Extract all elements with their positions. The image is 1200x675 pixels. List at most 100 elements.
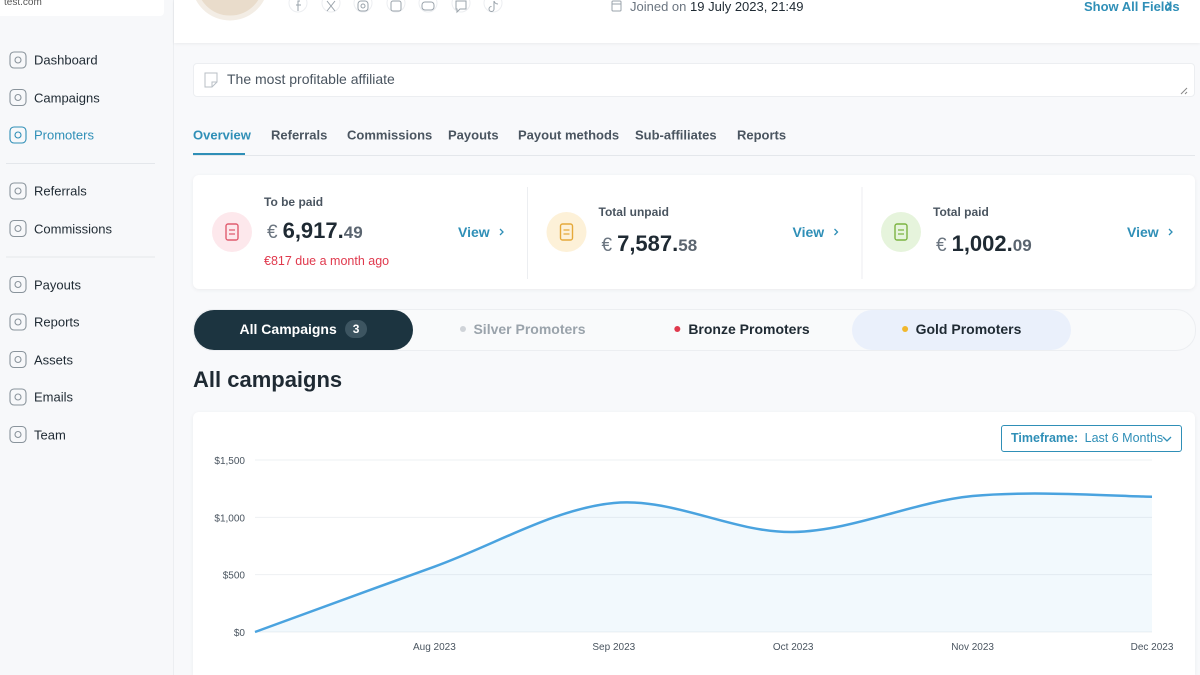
- view-link[interactable]: View: [458, 224, 490, 240]
- segment-label: Gold Promoters: [915, 321, 1022, 337]
- y-tick-label: $500: [223, 571, 246, 582]
- segment-dot: [901, 326, 908, 332]
- card-title: Total paid: [933, 205, 989, 219]
- timeframe-value: Last 6 Months: [1084, 431, 1164, 445]
- nav-icon: [9, 182, 27, 200]
- tab[interactable]: Payout methods: [518, 127, 620, 143]
- nav-item[interactable]: Emails: [34, 389, 74, 405]
- segment-dot: [459, 326, 466, 332]
- social-icons: [288, 0, 1173, 14]
- tab[interactable]: Payouts: [448, 127, 499, 143]
- nav-item[interactable]: Assets: [34, 352, 74, 367]
- joined: Joined on 19 July 2023, 21:49: [630, 0, 804, 14]
- nav-icon: [9, 219, 27, 238]
- y-tick-label: $1,000: [214, 513, 245, 524]
- segment[interactable]: All Campaigns 3: [240, 320, 368, 338]
- tab[interactable]: Referrals: [271, 127, 328, 143]
- nav-icon: [9, 313, 27, 331]
- tabs-divider: [193, 155, 1195, 156]
- nav-icons: [6, 51, 155, 444]
- nav-icon: [9, 350, 27, 369]
- timeframe-dropdown[interactable]: Timeframe: Last 6 Months: [1001, 425, 1182, 452]
- card-amount: €6,917.49: [267, 218, 363, 244]
- note-field[interactable]: The most profitable affiliate: [193, 63, 1195, 97]
- nav-item[interactable]: Promoters: [34, 127, 94, 143]
- avatar: [195, 0, 265, 21]
- segment[interactable]: Gold Promoters: [901, 321, 1022, 337]
- currency: €: [601, 235, 613, 256]
- segment[interactable]: Bronze Promoters: [674, 321, 810, 337]
- chart-card: Timeframe: Last 6 Months $0 $500 $1,000 $1,…: [193, 412, 1195, 675]
- nav-icon: [9, 388, 27, 406]
- nav-icon: [9, 51, 27, 69]
- note-icon: [204, 72, 218, 88]
- nav-icon-dot: [14, 56, 22, 64]
- view-link[interactable]: View: [1127, 224, 1159, 240]
- chevron: [1162, 436, 1172, 442]
- tab-underline: [193, 153, 245, 155]
- segment-badge: 3: [344, 320, 368, 338]
- nav-icon-dot: [14, 131, 22, 139]
- segment[interactable]: Silver Promoters: [459, 321, 586, 337]
- x-tick-label: Sep 2023: [592, 642, 635, 653]
- amount-whole: 6,917.: [282, 218, 344, 243]
- amount-whole: 1,002.: [951, 231, 1013, 256]
- amount-cents: 49: [343, 223, 363, 242]
- nav-icon: [9, 425, 27, 444]
- x-tick-label: Aug 2023: [413, 642, 456, 653]
- currency: €: [267, 222, 278, 243]
- card-note: €817 due a month ago: [264, 254, 390, 268]
- card-amount: €7,587.58: [602, 231, 698, 257]
- site-name: test.com: [4, 0, 42, 8]
- nav-item[interactable]: Dashboard: [34, 52, 98, 68]
- x-tick-label: Dec 2023: [1131, 642, 1174, 653]
- nav-icon: [9, 126, 27, 144]
- timeframe: Timeframe: Last 6 Months: [1011, 431, 1163, 445]
- chart: $0 $500 $1,000 $1,500 Aug 2023 Sep 2023 Oct 20…: [214, 456, 1174, 653]
- line-area: [255, 493, 1152, 632]
- nav-item[interactable]: Team: [34, 427, 66, 442]
- nav-item[interactable]: Commissions: [34, 221, 113, 236]
- segment-dot: [674, 326, 681, 332]
- segment-label: Silver Promoters: [473, 321, 586, 337]
- card-amount: €1,002.09: [936, 231, 1032, 257]
- section-title: All campaigns: [193, 367, 343, 392]
- nav-icon-dot: [14, 318, 22, 326]
- nav-item[interactable]: Payouts: [34, 277, 81, 292]
- show-all-fields[interactable]: Show All Fields: [1084, 0, 1180, 14]
- segment-label: All Campaigns: [239, 321, 337, 337]
- nav-item[interactable]: Reports: [34, 314, 80, 330]
- joined-date: 19 July 2023, 21:49: [690, 0, 804, 14]
- nav-icon-dot: [14, 393, 22, 401]
- segment-active: [194, 310, 413, 350]
- tab[interactable]: Commissions: [347, 127, 433, 143]
- segment-highlight: [852, 310, 1071, 350]
- amount-cents: 09: [1012, 236, 1032, 255]
- nav-icon: [9, 88, 27, 107]
- segment-label: Bronze Promoters: [688, 321, 810, 337]
- currency: €: [936, 235, 947, 256]
- note-icons: [204, 72, 1188, 95]
- line-series: [254, 492, 1153, 634]
- card-title: To be paid: [264, 195, 324, 209]
- tab[interactable]: Reports: [737, 127, 787, 143]
- nav-icon-dot: [14, 280, 22, 289]
- nav-icon-dot: [14, 224, 22, 233]
- timeframe-label: Timeframe:: [1011, 431, 1079, 445]
- summary-cards: [193, 175, 1195, 289]
- x-tick-label: Nov 2023: [951, 642, 994, 653]
- tab[interactable]: Sub-affiliates: [635, 127, 717, 143]
- header-graphics: [195, 0, 1173, 21]
- tab[interactable]: Overview: [193, 127, 251, 143]
- joined-label: Joined on: [630, 0, 687, 14]
- y-tick-label: $1,500: [214, 456, 245, 467]
- sidebar: test.com Dashboard Campaigns Promoters Refe…: [0, 0, 174, 675]
- x-tick-label: Oct 2023: [773, 642, 814, 653]
- nav-item[interactable]: Referrals: [34, 183, 87, 199]
- amount-whole: 7,587.: [617, 231, 679, 256]
- nav-icon-dot: [14, 355, 22, 364]
- view-link[interactable]: View: [792, 224, 825, 240]
- nav-icon-dot: [14, 430, 22, 439]
- nav-item[interactable]: Campaigns: [34, 90, 100, 105]
- note-text: The most profitable affiliate: [227, 71, 395, 87]
